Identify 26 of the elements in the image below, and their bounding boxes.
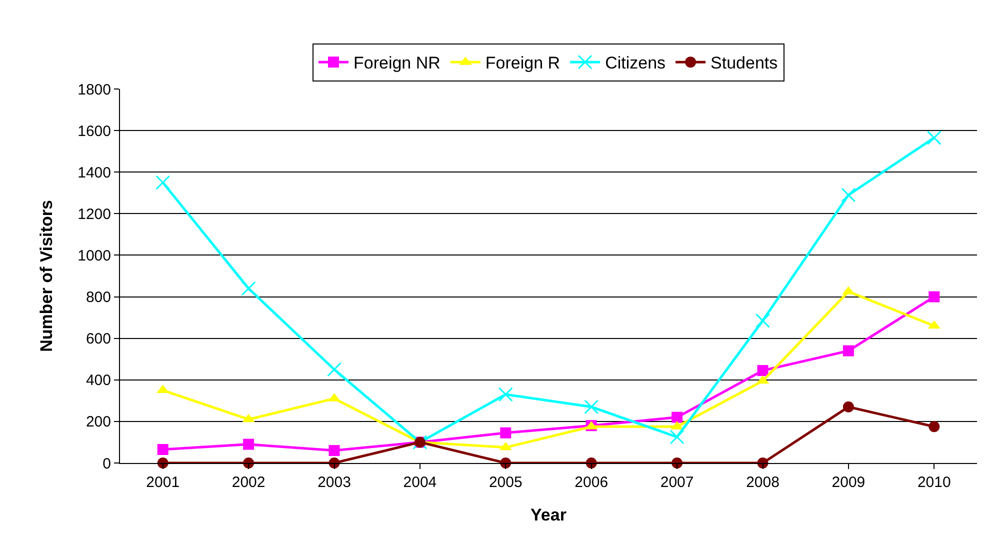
y-tick-label: 800 — [86, 289, 111, 306]
y-axis-title: Number of Visitors — [37, 200, 56, 352]
y-tick-label: 200 — [86, 414, 111, 431]
y-tick-label: 0 — [102, 455, 111, 472]
y-tick-label: 1400 — [78, 164, 111, 182]
x-tick-label: 2008 — [746, 474, 780, 491]
x-tick-label: 2005 — [488, 474, 522, 491]
x-tick-label: 2006 — [574, 474, 608, 491]
x-tick-label: 2001 — [146, 474, 180, 491]
x-axis-title: Year — [530, 505, 567, 524]
x-tick-label: 2003 — [318, 474, 351, 491]
x-tick-label: 2010 — [917, 474, 951, 491]
x-tick-label: 2004 — [403, 474, 437, 491]
y-tick-label: 600 — [86, 330, 111, 348]
legend-label: Citizens — [605, 54, 666, 73]
x-tick-label: 2002 — [232, 474, 266, 491]
legend-label: Students — [710, 54, 778, 73]
y-tick-label: 1600 — [78, 122, 111, 140]
y-tick-label: 1200 — [78, 206, 111, 223]
y-tick-label: 1000 — [78, 247, 111, 264]
y-tick-label: 400 — [86, 372, 111, 390]
legend-label: Foreign R — [485, 54, 560, 73]
x-tick-label: 2009 — [832, 474, 866, 491]
y-tick-label: 1800 — [78, 81, 111, 98]
x-tick-label: 2007 — [660, 474, 694, 491]
legend-label: Foreign NR — [354, 54, 440, 73]
